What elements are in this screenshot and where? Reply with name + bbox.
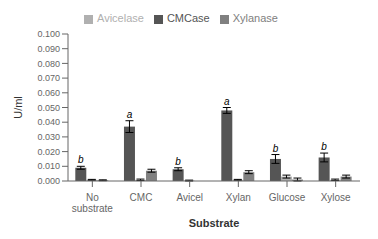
html-text:Avicelase: Avicelase: [97, 12, 144, 24]
svg-text:b: b: [175, 156, 181, 167]
svg-text:0.080: 0.080: [37, 59, 60, 69]
svg-text:U/ml: U/ml: [12, 96, 24, 119]
svg-text:Xylan: Xylan: [226, 192, 251, 203]
svg-text:0.000: 0.000: [37, 176, 60, 186]
svg-text:0.090: 0.090: [37, 44, 60, 54]
svg-text:b: b: [273, 143, 279, 154]
svg-text:0.060: 0.060: [37, 88, 60, 98]
svg-text:b: b: [321, 141, 327, 152]
svg-text:0.040: 0.040: [37, 117, 60, 127]
svg-text:Substrate: Substrate: [189, 217, 240, 229]
svg-text:Xylose: Xylose: [321, 192, 351, 203]
svg-text:Avicel: Avicel: [176, 192, 203, 203]
svg-text:a: a: [224, 96, 230, 107]
html-text:CMCase: CMCase: [166, 12, 210, 24]
html-text:Xylanase: Xylanase: [232, 12, 278, 24]
svg-text:CMC: CMC: [130, 192, 153, 203]
svg-text:Nosubstrate: Nosubstrate: [72, 192, 114, 214]
svg-text:0.100: 0.100: [37, 29, 60, 39]
svg-text:0.070: 0.070: [37, 73, 60, 83]
svg-text:0.050: 0.050: [37, 103, 60, 113]
svg-text:a: a: [127, 109, 133, 120]
svg-text:0.030: 0.030: [37, 132, 60, 142]
svg-text:0.010: 0.010: [37, 161, 60, 171]
svg-text:Glucose: Glucose: [269, 192, 306, 203]
svg-text:0.020: 0.020: [37, 147, 60, 157]
svg-text:b: b: [78, 154, 84, 165]
